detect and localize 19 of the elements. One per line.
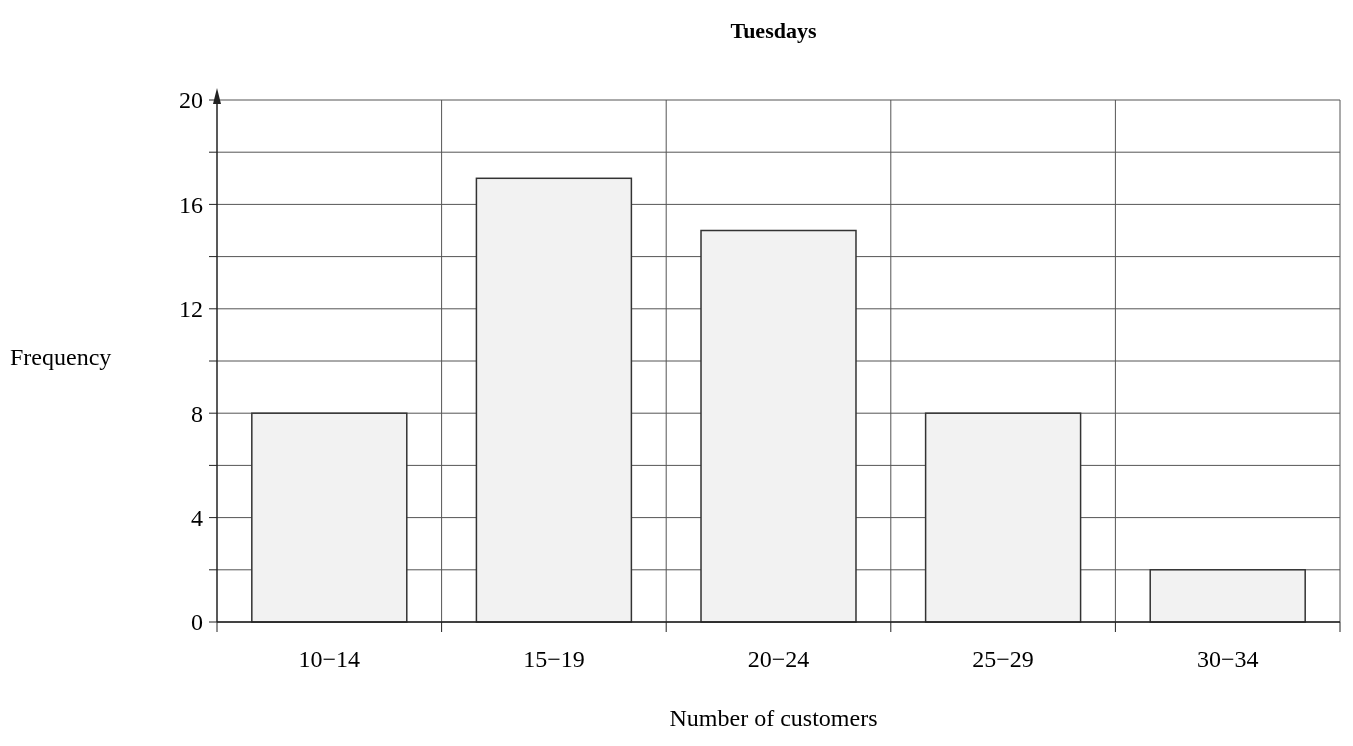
- x-tick-label: 30−34: [1196, 646, 1259, 672]
- y-tick-label: 4: [191, 505, 203, 531]
- y-axis-title: Frequency: [10, 344, 112, 371]
- bar: [924, 412, 1082, 623]
- chart-title: Tuesdays: [730, 18, 817, 43]
- bar: [251, 412, 408, 623]
- x-tick-label: 20−24: [747, 646, 810, 672]
- x-tick-label: 25−29: [972, 646, 1034, 672]
- bar: [475, 177, 633, 623]
- y-tick-label: 20: [179, 87, 203, 114]
- y-tick-label: 0: [191, 609, 203, 636]
- x-tick-label: 10−14: [298, 646, 361, 672]
- bar: [700, 229, 857, 623]
- y-tick-label: 16: [179, 191, 203, 218]
- bar: [1149, 569, 1306, 623]
- x-tick-label: 15−19: [523, 646, 585, 672]
- y-tick-label: 12: [179, 296, 203, 323]
- x-axis-title: Number of customers: [669, 705, 878, 731]
- y-tick-label: 8: [191, 400, 203, 427]
